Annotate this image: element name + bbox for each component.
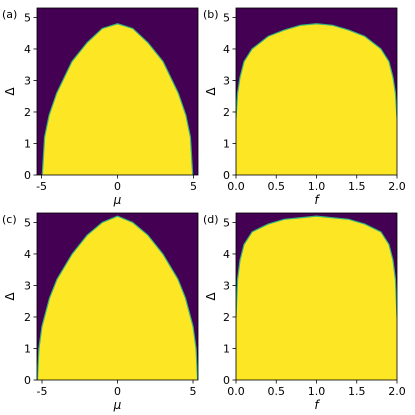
y-tick-label: 2 xyxy=(24,311,31,324)
area-fill xyxy=(37,216,198,380)
area-boundary xyxy=(41,23,194,175)
area-boundary xyxy=(236,215,397,318)
x-tick-label: 1.5 xyxy=(348,385,366,398)
x-axis-label: μ xyxy=(113,398,122,412)
y-tick-label: 2 xyxy=(24,106,31,119)
y-tick-label: 2 xyxy=(223,311,230,324)
y-tick-label: 0 xyxy=(223,374,230,387)
x-axis-label: f xyxy=(314,398,320,412)
y-tick-label: 4 xyxy=(24,43,31,56)
y-tick-label: 5 xyxy=(24,11,31,24)
panel-label: (b) xyxy=(203,8,219,21)
y-tick-label: 3 xyxy=(24,279,31,292)
y-tick-label: 0 xyxy=(24,169,31,182)
x-tick-label: 5 xyxy=(190,180,197,193)
y-tick-label: 3 xyxy=(223,74,230,87)
x-axis-label: f xyxy=(314,193,320,207)
panel-label: (c) xyxy=(2,213,17,226)
y-tick-label: 5 xyxy=(223,216,230,229)
y-tick-label: 0 xyxy=(223,169,230,182)
area-fill xyxy=(42,23,193,175)
x-tick-label: 5 xyxy=(190,385,197,398)
x-tick-label: 0.0 xyxy=(227,385,245,398)
x-tick-label: 0 xyxy=(114,385,121,398)
area-fill xyxy=(236,23,397,175)
x-tick-label: 0.5 xyxy=(268,385,286,398)
y-axis-label: Δ xyxy=(3,292,17,301)
y-tick-label: 1 xyxy=(24,137,31,150)
y-tick-label: 0 xyxy=(24,374,31,387)
y-tick-label: 3 xyxy=(223,279,230,292)
y-tick-label: 5 xyxy=(24,216,31,229)
area-boundary xyxy=(236,23,397,119)
x-tick-label: -5 xyxy=(36,385,47,398)
y-tick-label: 4 xyxy=(223,43,230,56)
panel-label: (d) xyxy=(203,213,219,226)
x-tick-label: 2.0 xyxy=(388,385,406,398)
y-axis-label: Δ xyxy=(204,87,218,96)
y-axis-label: Δ xyxy=(204,292,218,301)
y-tick-label: 4 xyxy=(24,248,31,261)
x-tick-label: -5 xyxy=(36,180,47,193)
y-tick-label: 5 xyxy=(223,11,230,24)
x-tick-label: 0 xyxy=(114,180,121,193)
panel-label: (a) xyxy=(2,8,17,21)
x-tick-label: 2.0 xyxy=(388,180,406,193)
y-axis-label: Δ xyxy=(3,87,17,96)
x-tick-label: 1.5 xyxy=(348,180,366,193)
y-tick-label: 1 xyxy=(24,342,31,355)
y-tick-label: 4 xyxy=(223,248,230,261)
y-tick-label: 2 xyxy=(223,106,230,119)
x-tick-label: 0.5 xyxy=(268,180,286,193)
area-fill xyxy=(236,216,397,380)
area-boundary xyxy=(37,215,198,380)
x-tick-label: 1.0 xyxy=(308,180,326,193)
x-tick-label: 1.0 xyxy=(308,385,326,398)
y-tick-label: 3 xyxy=(24,74,31,87)
y-tick-label: 1 xyxy=(223,342,230,355)
y-tick-label: 1 xyxy=(223,137,230,150)
x-tick-label: 0.0 xyxy=(227,180,245,193)
x-axis-label: μ xyxy=(113,193,122,207)
